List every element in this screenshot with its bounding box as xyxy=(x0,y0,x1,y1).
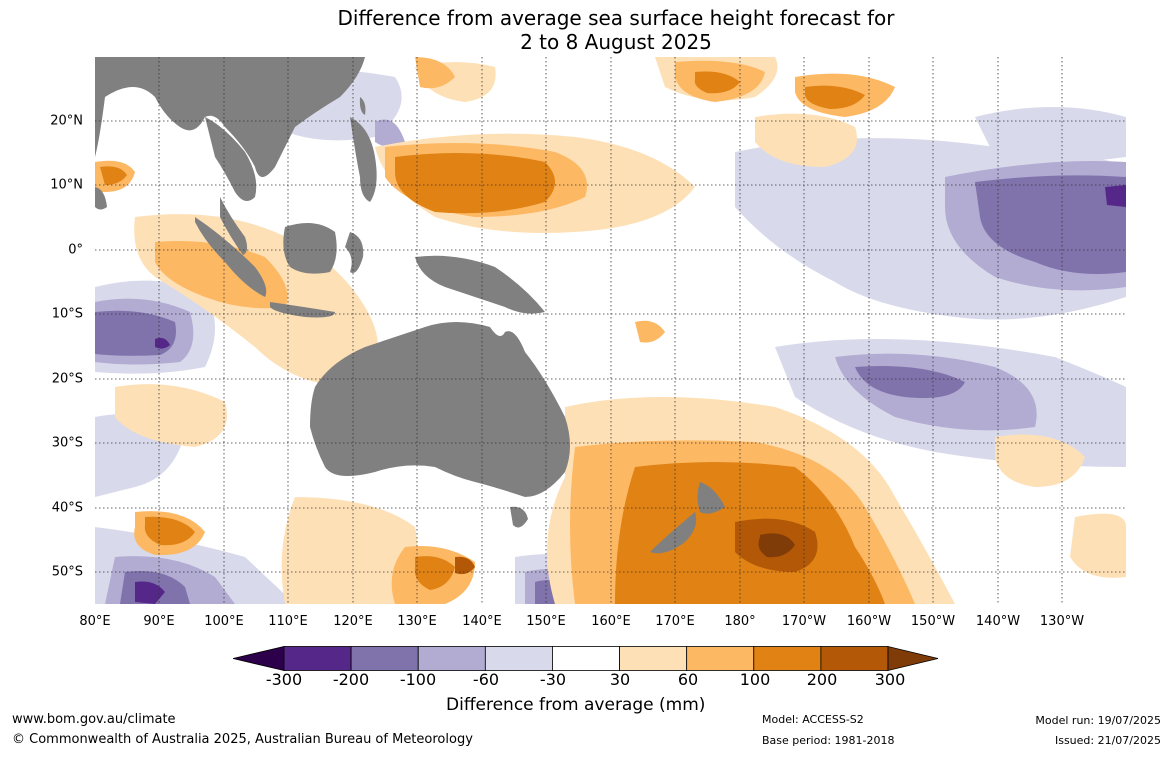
lon-label-140e: 140°E xyxy=(462,614,502,629)
anomaly-pos300-fields xyxy=(758,533,795,558)
lon-label-140w: 140°W xyxy=(975,614,1021,629)
colorbar-cell xyxy=(820,646,889,671)
lon-label-130e: 130°E xyxy=(397,614,437,629)
new-zealand-south xyxy=(650,512,697,554)
lon-label-150e: 150°E xyxy=(526,614,566,629)
lon-label-130w: 130°W xyxy=(1039,614,1085,629)
lat-label-40s: 40°S xyxy=(51,500,83,516)
java xyxy=(270,302,335,318)
colorbar-cell xyxy=(283,646,352,671)
lon-label-170e: 170°E xyxy=(655,614,695,629)
graticule xyxy=(95,57,1126,604)
base-period-text: Base period: 1981-2018 xyxy=(762,734,895,747)
lon-label-160e: 160°E xyxy=(591,614,631,629)
lat-label-50s: 50°S xyxy=(51,564,83,580)
philippines xyxy=(350,117,377,202)
lat-label-0: 0° xyxy=(68,242,83,258)
title-line-1: Difference from average sea surface heig… xyxy=(337,6,895,30)
colorbar-cell xyxy=(417,646,486,671)
lat-label-30s: 30°S xyxy=(51,435,83,451)
lon-label-110e: 110°E xyxy=(268,614,308,629)
colorbar-cell xyxy=(484,646,553,671)
lat-label-10s: 10°S xyxy=(51,306,83,322)
colorbar-cell xyxy=(619,646,688,671)
colorbar-tick: -200 xyxy=(332,670,370,689)
colorbar-tick: 60 xyxy=(677,670,699,689)
issued-text: Issued: 21/07/2025 xyxy=(1054,734,1161,747)
website-link[interactable]: www.bom.gov.au/climate xyxy=(12,712,176,727)
model-run-text: Model run: 19/07/2025 xyxy=(1035,714,1161,727)
lon-label-150w: 150°W xyxy=(910,614,956,629)
colorbar-arrow-high xyxy=(887,645,939,672)
colorbar-cell xyxy=(552,646,620,671)
lon-label-160w: 160°W xyxy=(846,614,892,629)
lon-label-90e: 90°E xyxy=(143,614,175,629)
colorbar-cell xyxy=(753,646,822,671)
colorbar-tick: 300 xyxy=(874,670,906,689)
colorbar-tick: -100 xyxy=(399,670,437,689)
colorbar-cell xyxy=(350,646,419,671)
colorbar-tick: -300 xyxy=(265,670,303,689)
sri-lanka xyxy=(95,187,107,210)
new-zealand-north xyxy=(697,482,725,514)
indochina xyxy=(205,117,257,201)
anomaly-neg200-fields xyxy=(135,185,1126,604)
malay-peninsula xyxy=(220,197,248,255)
copyright-text: © Commonwealth of Australia 2025, Austra… xyxy=(12,732,473,747)
asia-mainland xyxy=(95,57,365,177)
colorbar-cell xyxy=(686,646,755,671)
lat-label-20s: 20°S xyxy=(51,371,83,387)
map-title: Difference from average sea surface heig… xyxy=(0,6,1173,54)
tasmania xyxy=(510,506,528,528)
lon-label-170w: 170°W xyxy=(781,614,827,629)
sumatra xyxy=(195,217,267,297)
australia xyxy=(310,322,570,497)
lon-label-80e: 80°E xyxy=(79,614,111,629)
colorbar-arrow-low xyxy=(233,645,285,672)
colorbar-label: Difference from average (mm) xyxy=(446,695,706,715)
taiwan xyxy=(359,97,366,115)
colorbar-tick: -60 xyxy=(472,670,500,689)
model-text: Model: ACCESS-S2 xyxy=(762,713,864,726)
lon-label-180: 180° xyxy=(724,614,756,629)
new-guinea xyxy=(415,255,545,314)
lat-label-10n: 10°N xyxy=(50,177,83,193)
lon-label-100e: 100°E xyxy=(204,614,244,629)
sea-surface-height-map xyxy=(95,57,1126,604)
colorbar-tick: 100 xyxy=(739,670,771,689)
colorbar-tick: -30 xyxy=(539,670,567,689)
colorbar xyxy=(233,645,939,672)
title-line-2: 2 to 8 August 2025 xyxy=(520,30,712,54)
lon-label-120e: 120°E xyxy=(333,614,373,629)
colorbar-tick: 30 xyxy=(609,670,631,689)
borneo xyxy=(283,223,337,274)
lat-label-20n: 20°N xyxy=(50,113,83,129)
land-masses xyxy=(95,57,725,554)
colorbar-tick: 200 xyxy=(806,670,838,689)
sulawesi xyxy=(345,232,364,273)
